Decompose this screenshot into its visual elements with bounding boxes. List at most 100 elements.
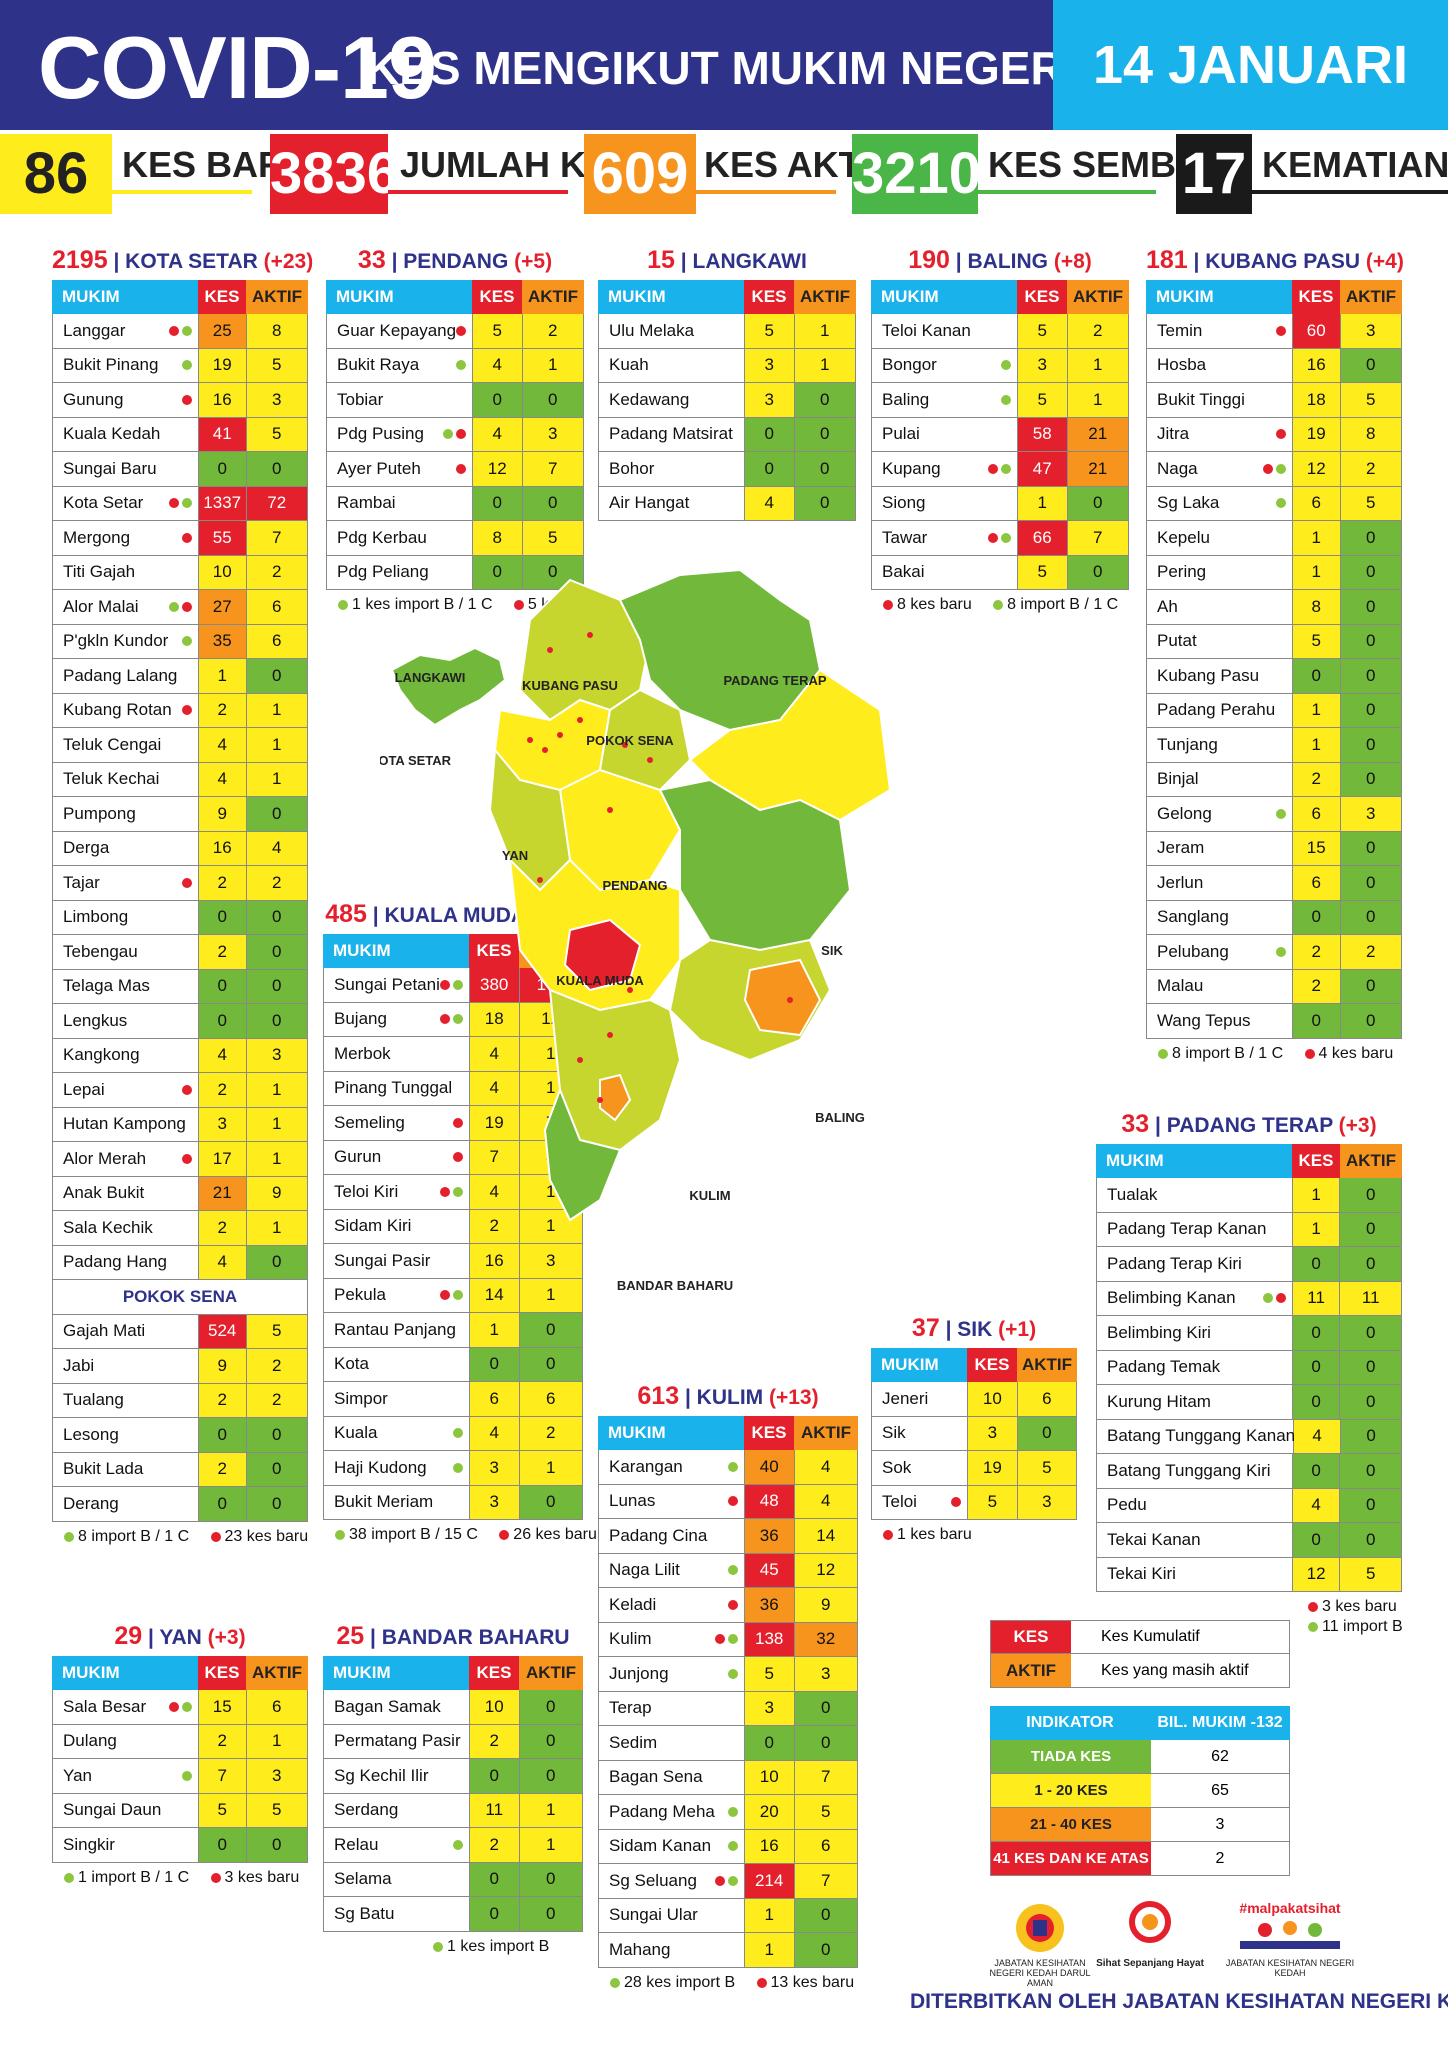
footnote-import: 11 import B	[1322, 1618, 1403, 1635]
aktif-value: 1	[518, 1828, 582, 1862]
mukim-name: Gurun	[324, 1141, 469, 1175]
table-row: Jabi 9 2	[53, 1349, 307, 1384]
aktif-value: 6	[245, 1690, 307, 1724]
mukim-name: Baling	[872, 383, 1017, 417]
district-increase: (+8)	[1053, 250, 1092, 273]
district-name: SIK	[957, 1318, 993, 1341]
mukim-name: Teluk Cengai	[63, 734, 162, 754]
import-case-dot-icon	[64, 1531, 74, 1542]
table-row: Bukit Tinggi 18 5	[1147, 383, 1401, 418]
stat-value: 609	[584, 134, 696, 214]
import-case-dot-icon	[181, 1770, 192, 1781]
kes-value: 0	[743, 417, 794, 451]
table-row: Pdg Kerbau 8 5	[327, 521, 583, 556]
aktif-value: 0	[793, 1933, 857, 1967]
kes-value: 0	[197, 1828, 246, 1862]
mukim-name: Kedawang	[609, 389, 690, 409]
col-kes: KES	[198, 280, 246, 314]
indicator-count: 3	[1215, 1815, 1225, 1833]
mukim-name: Ah	[1157, 596, 1178, 616]
import-case-dot-icon	[452, 1290, 463, 1301]
table-row: Simpor 6 6	[324, 1382, 582, 1417]
new-case-dot-icon	[181, 532, 192, 543]
kes-value: 2	[468, 1209, 519, 1243]
aktif-value: 1	[245, 1142, 307, 1176]
stat-value: 17	[1176, 134, 1252, 214]
kes-value: 0	[1291, 1454, 1340, 1488]
logo-hashtag: #malpakatsihat	[1239, 1900, 1341, 1916]
import-case-dot-icon	[1000, 532, 1011, 543]
mukim-name: Padang Temak	[1107, 1357, 1221, 1377]
indicator-row: 21 - 40 KES 3	[990, 1808, 1290, 1842]
kes-value: 4	[468, 1416, 519, 1450]
mukim-name: Teluk Kechai	[63, 769, 160, 789]
table-row: Temin 60 3	[1147, 314, 1401, 349]
mukim-name: Sik	[882, 1423, 906, 1443]
table-row: Alor Merah 17 1	[53, 1142, 307, 1177]
kes-value: 2	[468, 1828, 519, 1862]
new-case-dot-icon	[181, 877, 192, 888]
aktif-value: 5	[245, 1314, 307, 1348]
kes-value: 5	[1016, 383, 1067, 417]
mukim-name: Merbok	[334, 1043, 391, 1063]
aktif-value: 3	[793, 1657, 857, 1691]
new-case-dot-icon	[452, 1117, 463, 1128]
table-row: Karangan 40 4	[599, 1450, 857, 1485]
kes-value: 60	[1291, 314, 1340, 348]
aktif-value: 5	[793, 1795, 857, 1829]
aktif-value: 0	[245, 797, 307, 831]
mukim-name: Singkir	[63, 1834, 115, 1854]
table-row: Pdg Pusing 4 3	[327, 417, 583, 452]
district-name: KOTA SETAR	[125, 250, 258, 273]
new-case-dot-icon	[181, 1084, 192, 1095]
mukim-name: Padang Hang	[63, 1252, 167, 1272]
kes-value: 35	[197, 624, 246, 658]
mukim-name: Alor Malai	[53, 590, 198, 624]
aktif-value: 0	[1339, 555, 1401, 589]
aktif-value: 0	[1339, 969, 1401, 1003]
map-label-langkawi: LANGKAWI	[395, 670, 466, 685]
aktif-value: 1	[245, 762, 307, 796]
table-row: Jeneri 10 6	[872, 1382, 1076, 1417]
mukim-name: Siong	[882, 493, 926, 513]
mukim-name: Tawar	[872, 521, 1017, 555]
table-row: Malau 2 0	[1147, 969, 1401, 1004]
footnote-import: 8 import B / 1 C	[78, 1527, 190, 1545]
table-row: Pulai 58 21	[872, 417, 1128, 452]
aktif-value: 9	[245, 1176, 307, 1210]
kes-value: 2	[197, 1383, 246, 1417]
table-row: Batang Tunggang Kiri 0 0	[1097, 1454, 1401, 1489]
import-case-dot-icon	[727, 1875, 738, 1886]
kes-value: 2	[197, 1452, 246, 1486]
aktif-value: 8	[1339, 417, 1401, 451]
mukim-name: Batang Tunggang Kiri	[1107, 1460, 1271, 1480]
kes-value: 2	[197, 1724, 246, 1758]
col-aktif: AKTIF	[1340, 1144, 1402, 1178]
mukim-name: Yan	[53, 1759, 198, 1793]
mukim-name: Karangan	[599, 1450, 744, 1484]
aktif-value: 1	[518, 1793, 582, 1827]
mukim-name: Terap	[609, 1698, 652, 1718]
aktif-value: 0	[518, 1313, 582, 1347]
kes-value: 4	[471, 348, 522, 382]
import-case-dot-icon	[993, 600, 1004, 610]
import-case-dot-icon	[452, 1186, 463, 1197]
table-row: Sala Besar 15 6	[53, 1690, 307, 1725]
aktif-value: 0	[793, 1726, 857, 1760]
kes-value: 5	[1291, 624, 1340, 658]
mukim-name: Sg Kechil Ilir	[334, 1765, 429, 1785]
table-row: Ayer Puteh 12 7	[327, 452, 583, 487]
col-kes: KES	[967, 1348, 1017, 1382]
kes-value: 0	[743, 1726, 794, 1760]
table-row: Kepelu 1 0	[1147, 521, 1401, 556]
table-row: Baling 5 1	[872, 383, 1128, 418]
kes-value: 2	[197, 866, 246, 900]
map-label-kulim: KULIM	[689, 1188, 730, 1203]
kes-value: 66	[1016, 521, 1067, 555]
col-aktif: AKTIF	[522, 280, 584, 314]
mukim-name: Jeram	[1157, 838, 1205, 858]
indicator-range: 1 - 20 KES	[991, 1774, 1151, 1807]
mukim-name: Sok	[882, 1457, 912, 1477]
